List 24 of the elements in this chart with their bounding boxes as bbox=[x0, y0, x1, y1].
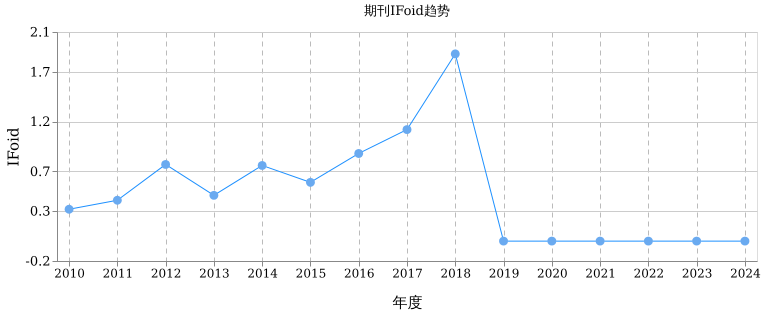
x-tick-label: 2022 bbox=[634, 266, 664, 280]
x-tick-label: 2014 bbox=[247, 266, 278, 280]
x-tick-label: 2012 bbox=[150, 266, 182, 280]
x-tick-label: 2020 bbox=[537, 266, 568, 280]
y-tick-label: 0.3 bbox=[30, 204, 50, 220]
y-tick-label: 1.2 bbox=[30, 115, 50, 130]
y-tick-label: 0.7 bbox=[30, 164, 50, 180]
x-tick-label: 2018 bbox=[440, 266, 472, 280]
x-tick-label: 2019 bbox=[488, 266, 520, 280]
x-tick-label: 2013 bbox=[199, 266, 230, 280]
x-tick-label: 2023 bbox=[682, 266, 712, 280]
x-tick-label: 2016 bbox=[344, 266, 374, 280]
x-tick-label: 2024 bbox=[730, 266, 762, 280]
y-tick-label: -0.2 bbox=[25, 254, 50, 270]
x-tick-label: 2021 bbox=[585, 266, 616, 280]
y-tick-label: 2.1 bbox=[30, 26, 50, 40]
chart-title: 期刊IFoid趋势 bbox=[364, 4, 450, 19]
x-tick-label: 2011 bbox=[102, 266, 134, 280]
x-tick-label: 2015 bbox=[296, 266, 326, 280]
y-tick-label: 1.7 bbox=[30, 65, 50, 80]
x-axis-title: 年度 bbox=[392, 294, 422, 312]
x-tick-label: 2010 bbox=[54, 266, 85, 280]
x-tick-label: 2017 bbox=[392, 266, 423, 280]
y-axis-title: IFoid bbox=[4, 127, 22, 166]
